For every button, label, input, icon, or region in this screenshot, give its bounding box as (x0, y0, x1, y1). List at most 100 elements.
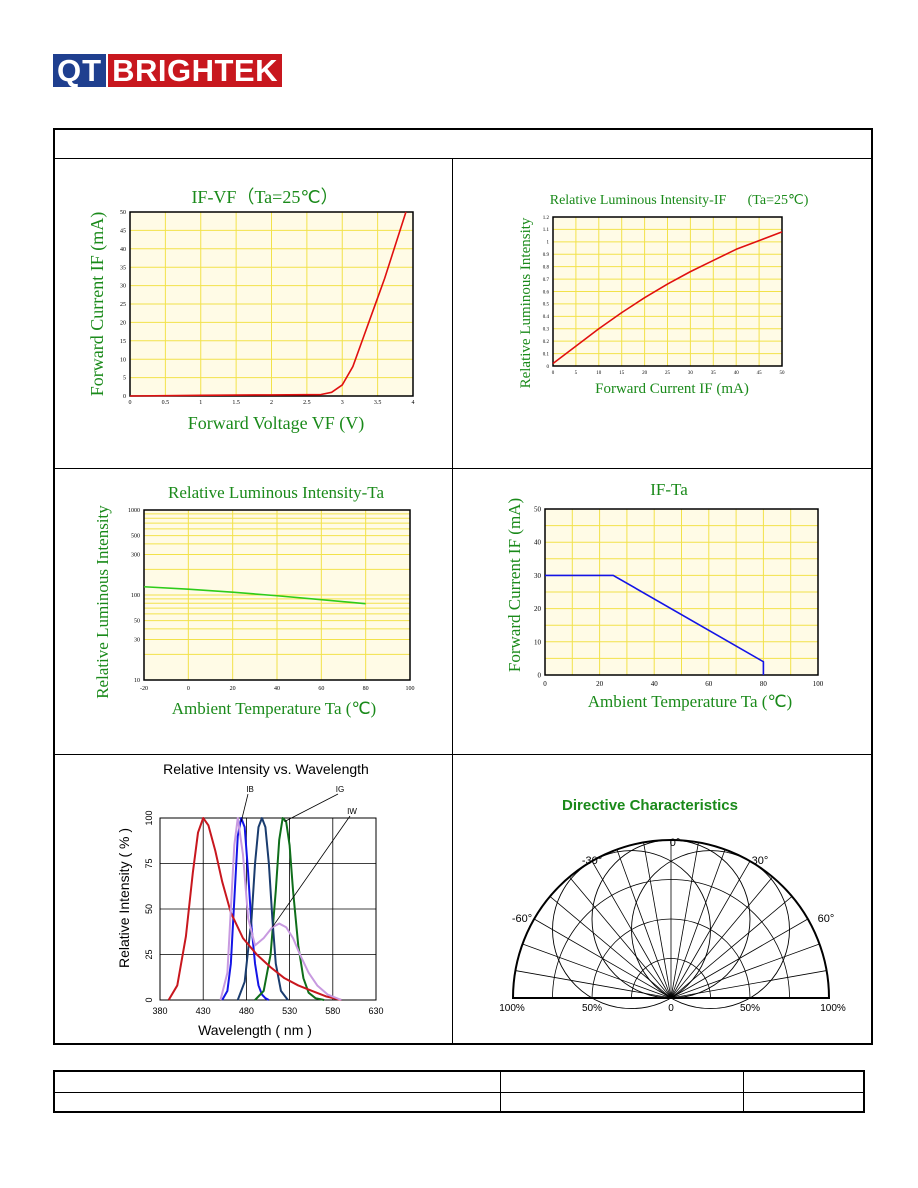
y-tick-label: 0.6 (543, 290, 550, 295)
y-tick-label: 50 (120, 210, 126, 216)
series-label-ig: IG (336, 785, 344, 794)
x-tick-label: 40 (734, 371, 740, 376)
series-label-iw: IW (347, 807, 357, 816)
x-tick-label: 480 (239, 1006, 254, 1016)
x-tick-label: 0.5 (162, 400, 170, 406)
y-tick-label: 0 (538, 671, 542, 679)
y-tick-label: 10 (534, 638, 542, 646)
logo-qt: QT (53, 54, 107, 87)
plot-frame (552, 216, 783, 367)
x-tick-label: 580 (325, 1006, 340, 1016)
polar-radial-label: 50% (582, 1003, 602, 1014)
polar-pattern-lobe (591, 839, 751, 999)
polar-angle-label: 30° (752, 855, 769, 867)
x-tick-label: 0 (129, 400, 132, 406)
y-tick-label: 35 (120, 265, 126, 271)
x-tick-label: 0 (187, 686, 190, 692)
y-tick-label: 1.1 (543, 228, 550, 233)
chart-rli-ta: Relative Luminous Intensity-Ta Ambient T… (93, 483, 415, 718)
y-tick-label: 1 (547, 241, 550, 246)
series-line (552, 231, 783, 365)
y-tick-label: 0.9 (543, 253, 550, 258)
chart-rli-ta-title: Relative Luminous Intensity-Ta (168, 483, 384, 502)
x-tick-label: 5 (575, 371, 578, 376)
plot-frame (129, 211, 414, 397)
y-tick-label: 1000 (128, 508, 140, 514)
x-tick-label: 15 (619, 371, 625, 376)
x-tick-label: 100 (406, 686, 415, 692)
x-tick-label: 4 (412, 400, 415, 406)
x-tick-label: 40 (651, 680, 659, 688)
y-tick-label: 25 (120, 302, 126, 308)
x-tick-label: 1.5 (232, 400, 240, 406)
x-tick-label: 60 (318, 686, 324, 692)
y-tick-label: 10 (134, 678, 140, 684)
chart-rli-ta-ylabel: Relative Luminous Intensity (93, 505, 112, 699)
y-tick-label: 40 (534, 539, 542, 547)
series-line (129, 211, 407, 397)
y-tick-label: 0.8 (543, 265, 550, 270)
y-tick-label: 10 (120, 357, 126, 363)
chart-rli-if-title-extra: (Ta=25℃) (748, 193, 809, 208)
polar-spoke (522, 943, 672, 999)
frame-row-divider-2 (55, 754, 871, 755)
y-tick-label: 50 (134, 619, 140, 625)
plot-frame (544, 508, 819, 676)
x-tick-label: 100 (813, 680, 824, 688)
y-tick-label: 300 (131, 553, 140, 559)
y-tick-label: 100 (131, 593, 140, 599)
y-tick-label: 30 (134, 638, 140, 644)
y-tick-label: 0 (547, 365, 550, 370)
x-tick-label: 2.5 (303, 400, 311, 406)
x-tick-label: 380 (152, 1006, 167, 1016)
chart-if-vf-ylabel: Forward Current IF (mA) (87, 212, 108, 396)
polar-radial-label: 50% (740, 1003, 760, 1014)
series-line (143, 585, 366, 605)
polar-spoke (670, 849, 726, 999)
x-tick-label: 1 (199, 400, 202, 406)
series-label-ib: IB (246, 785, 254, 794)
x-tick-label: 80 (363, 686, 369, 692)
y-tick-label: 0 (144, 997, 154, 1002)
series-line (219, 817, 342, 1001)
x-tick-label: 3.5 (374, 400, 382, 406)
chart-if-ta-title: IF-Ta (650, 480, 688, 499)
x-tick-label: 20 (642, 371, 648, 376)
chart-spectrum-xlabel: Wavelength ( nm ) (198, 1022, 312, 1038)
x-tick-label: 45 (757, 371, 763, 376)
polar-spoke (670, 876, 773, 999)
y-tick-label: 50 (534, 505, 542, 513)
chart-directive-title: Directive Characteristics (562, 797, 738, 814)
x-tick-label: 430 (196, 1006, 211, 1016)
x-tick-label: 10 (596, 371, 602, 376)
footer-row-divider (55, 1092, 863, 1093)
chart-directive: Directive Characteristics 0° 30° -30° 60° -6… (499, 797, 846, 1014)
polar-angle-label: 0° (670, 837, 681, 849)
polar-radial-label: 0 (668, 1003, 674, 1014)
polar-radial-label: 100% (499, 1003, 525, 1014)
polar-radial-label: 100% (820, 1003, 846, 1014)
y-tick-label: 500 (131, 534, 140, 540)
footer-table (53, 1070, 865, 1113)
x-tick-label: 20 (230, 686, 236, 692)
polar-spoke (616, 849, 672, 999)
chart-rli-if-ylabel: Relative Luminous Intensity (518, 217, 534, 388)
y-tick-label: 40 (120, 247, 126, 253)
y-tick-label: 20 (120, 321, 126, 327)
chart-spectrum: Relative Intensity vs. Wavelength Wavele… (116, 761, 384, 1038)
y-tick-label: 0.3 (543, 328, 550, 333)
qt-brightek-logo: QT BRIGHTEK (53, 54, 282, 87)
series-leader-line (271, 815, 351, 928)
x-tick-label: 3 (341, 400, 344, 406)
chart-spectrum-ylabel: Relative Intensity ( % ) (116, 828, 132, 968)
x-tick-label: 80 (760, 680, 768, 688)
x-tick-label: 25 (665, 371, 671, 376)
frame-row-divider-1 (55, 468, 871, 469)
series-line (545, 574, 765, 675)
series-leader-line (284, 793, 339, 822)
y-tick-label: 1.2 (543, 216, 550, 221)
y-tick-label: 75 (144, 858, 154, 868)
chart-rli-if-xlabel: Forward Current IF (mA) (595, 381, 749, 397)
x-tick-label: 30 (688, 371, 694, 376)
x-tick-label: 2 (270, 400, 273, 406)
